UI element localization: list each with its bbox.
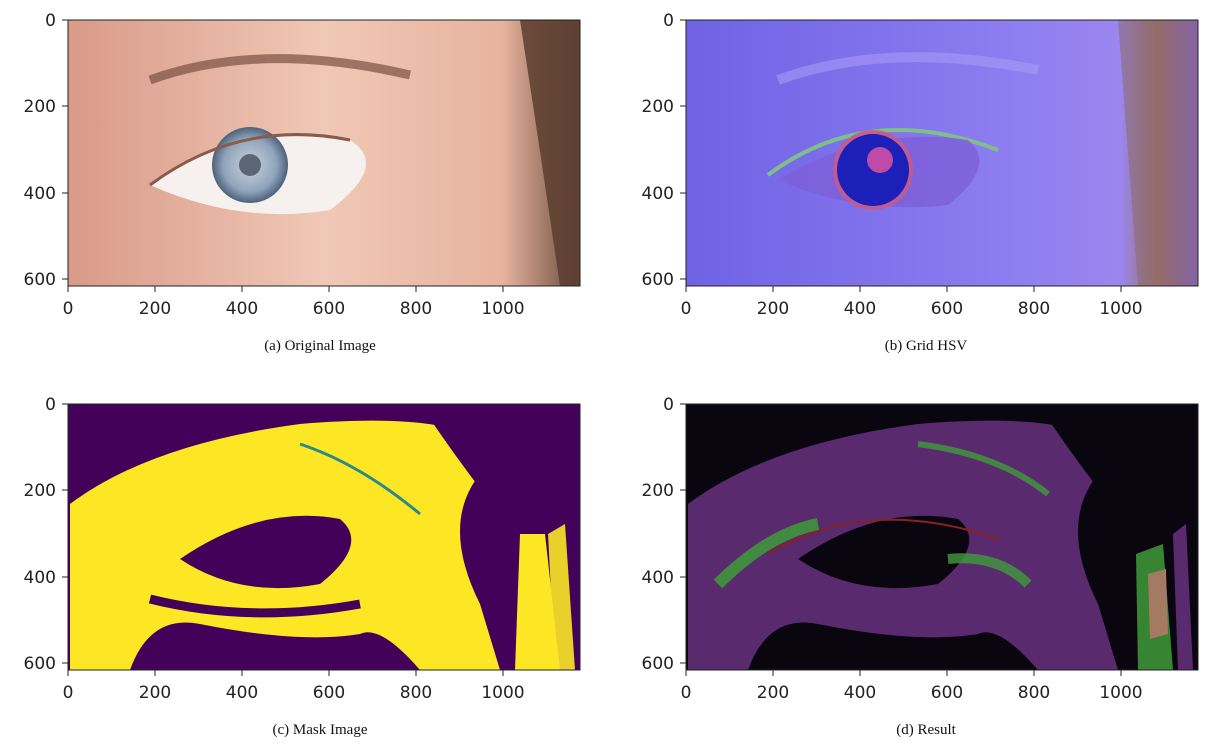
x-tick-label: 400 xyxy=(226,299,258,319)
image-mask xyxy=(68,404,580,670)
x-tick-label: 200 xyxy=(139,299,171,319)
y-tick-label: 0 xyxy=(45,395,56,415)
panel-result: 0 200 400 600 0 200 400 600 800 1000 (d)… xyxy=(618,384,1206,738)
y-tick-label: 600 xyxy=(24,270,56,290)
x-tick-label: 1000 xyxy=(481,683,524,703)
panel-mask-image: 0 200 400 600 0 200 400 600 800 1000 (c)… xyxy=(0,384,600,738)
y-tick-label: 0 xyxy=(663,395,674,415)
y-tick-label: 400 xyxy=(642,568,674,588)
y-tick-label: 200 xyxy=(24,481,56,501)
y-tick-label: 600 xyxy=(642,654,674,674)
y-tick-label: 600 xyxy=(642,270,674,290)
x-tick-label: 200 xyxy=(757,299,789,319)
x-tick-label: 400 xyxy=(226,683,258,703)
image-original xyxy=(68,20,580,286)
y-axis: 0 200 400 600 xyxy=(642,395,686,674)
image-hsv xyxy=(686,20,1198,286)
plot-result: 0 200 400 600 0 200 400 600 800 1000 xyxy=(642,395,1199,703)
y-axis: 0 200 400 600 xyxy=(24,395,68,674)
caption-mask-image: (c) Mask Image xyxy=(272,722,368,738)
x-tick-label: 0 xyxy=(681,299,692,319)
y-tick-label: 400 xyxy=(24,184,56,204)
y-tick-label: 400 xyxy=(24,568,56,588)
axes-frame xyxy=(685,19,1199,287)
x-tick-label: 0 xyxy=(681,683,692,703)
x-axis: 0 200 400 600 800 1000 xyxy=(681,286,1143,319)
x-axis: 0 200 400 600 800 1000 xyxy=(63,670,525,703)
x-tick-label: 1000 xyxy=(481,299,524,319)
x-tick-label: 800 xyxy=(1018,299,1050,319)
y-tick-label: 0 xyxy=(45,11,56,31)
plot-original-image: 0 200 400 600 0 200 400 600 800 1000 xyxy=(24,11,581,319)
axes-frame xyxy=(67,19,581,287)
axes-frame xyxy=(67,403,581,671)
x-tick-label: 800 xyxy=(400,683,432,703)
x-axis: 0 200 400 600 800 1000 xyxy=(63,286,525,319)
caption-original-image: (a) Original Image xyxy=(264,338,376,354)
x-tick-label: 400 xyxy=(844,683,876,703)
x-tick-label: 600 xyxy=(313,299,345,319)
image-result xyxy=(686,404,1198,670)
axes-frame xyxy=(685,403,1199,671)
y-tick-label: 200 xyxy=(24,97,56,117)
caption-result: (d) Result xyxy=(896,722,956,738)
plot-grid-hsv: 0 200 400 600 0 200 400 600 800 1000 xyxy=(642,11,1199,319)
x-tick-label: 200 xyxy=(139,683,171,703)
x-tick-label: 0 xyxy=(63,299,74,319)
x-tick-label: 1000 xyxy=(1099,683,1142,703)
y-tick-label: 400 xyxy=(642,184,674,204)
y-axis: 0 200 400 600 xyxy=(642,11,686,290)
plot-mask-image: 0 200 400 600 0 200 400 600 800 1000 xyxy=(24,395,581,703)
x-tick-label: 0 xyxy=(63,683,74,703)
x-tick-label: 600 xyxy=(931,683,963,703)
x-tick-label: 1000 xyxy=(1099,299,1142,319)
x-tick-label: 800 xyxy=(1018,683,1050,703)
caption-grid-hsv: (b) Grid HSV xyxy=(884,338,968,354)
panel-grid-hsv: 0 200 400 600 0 200 400 600 800 1000 (b)… xyxy=(618,0,1206,354)
x-axis: 0 200 400 600 800 1000 xyxy=(681,670,1143,703)
panel-original-image: 0 200 400 600 0 200 400 600 800 1000 (a)… xyxy=(0,0,600,354)
x-tick-label: 800 xyxy=(400,299,432,319)
x-tick-label: 600 xyxy=(313,683,345,703)
x-tick-label: 200 xyxy=(757,683,789,703)
y-tick-label: 600 xyxy=(24,654,56,674)
x-tick-label: 600 xyxy=(931,299,963,319)
y-tick-label: 0 xyxy=(663,11,674,31)
y-axis: 0 200 400 600 xyxy=(24,11,68,290)
y-tick-label: 200 xyxy=(642,97,674,117)
x-tick-label: 400 xyxy=(844,299,876,319)
y-tick-label: 200 xyxy=(642,481,674,501)
